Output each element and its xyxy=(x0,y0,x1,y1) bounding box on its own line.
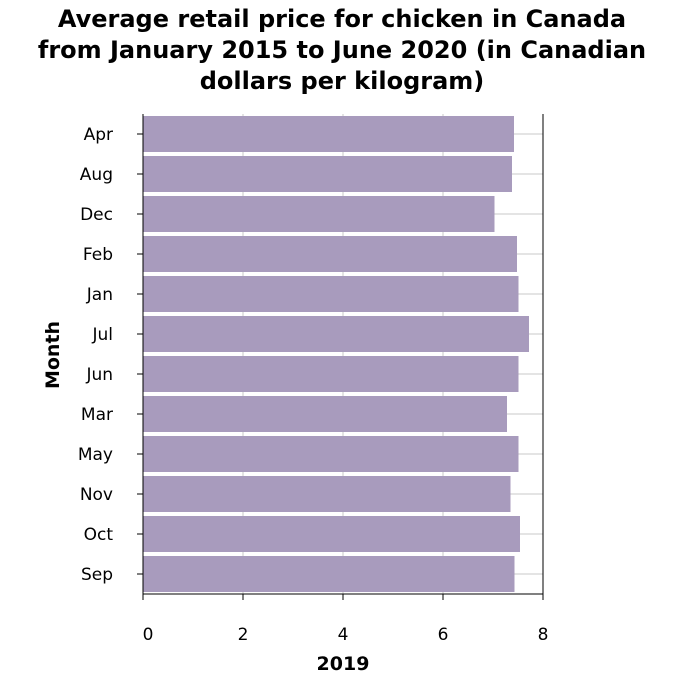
y-tick-label: Feb xyxy=(83,245,113,265)
bar-apr xyxy=(143,116,514,152)
y-tick-label: Sep xyxy=(81,565,113,585)
x-axis-title: 2019 xyxy=(317,653,370,675)
x-tick-label: 6 xyxy=(438,625,449,645)
bar-jun xyxy=(143,356,519,392)
x-tick-label: 0 xyxy=(143,625,154,645)
bar-jan xyxy=(143,276,519,312)
y-tick-label: Jul xyxy=(91,325,113,345)
bar-aug xyxy=(143,156,512,192)
x-tick-label: 2 xyxy=(238,625,249,645)
bar-may xyxy=(143,436,519,472)
chart-title: Average retail price for chicken in Cana… xyxy=(0,4,684,97)
y-tick-label: Nov xyxy=(80,485,113,505)
y-tick-label: Oct xyxy=(84,525,114,545)
y-axis-title: Month xyxy=(42,321,64,389)
y-tick-label: Mar xyxy=(81,405,113,425)
bar-mar xyxy=(143,396,507,432)
x-tick-label: 8 xyxy=(538,625,549,645)
axes: 0 2 4 6 8 Apr Aug Dec Feb Jan Jul Jun Mar May Nov Oct Se… xyxy=(78,114,549,645)
bar-feb xyxy=(143,236,517,272)
y-tick-label: Jan xyxy=(86,285,113,305)
y-tick-label: May xyxy=(78,445,113,465)
bar-sep xyxy=(143,556,515,592)
bar-oct xyxy=(143,516,520,552)
y-tick-label: Apr xyxy=(84,125,113,145)
y-tick-label: Dec xyxy=(80,205,113,225)
chart-title-line-2: from January 2015 to June 2020 (in Canad… xyxy=(37,36,647,64)
y-tick-label: Aug xyxy=(80,165,113,185)
chart-title-line-3: dollars per kilogram) xyxy=(199,67,485,95)
bars xyxy=(143,116,529,592)
y-tick-label: Jun xyxy=(85,365,113,385)
bar-nov xyxy=(143,476,511,512)
bar-dec xyxy=(143,196,495,232)
chart-title-line-1: Average retail price for chicken in Cana… xyxy=(57,5,627,33)
x-tick-label: 4 xyxy=(338,625,349,645)
bar-jul xyxy=(143,316,529,352)
